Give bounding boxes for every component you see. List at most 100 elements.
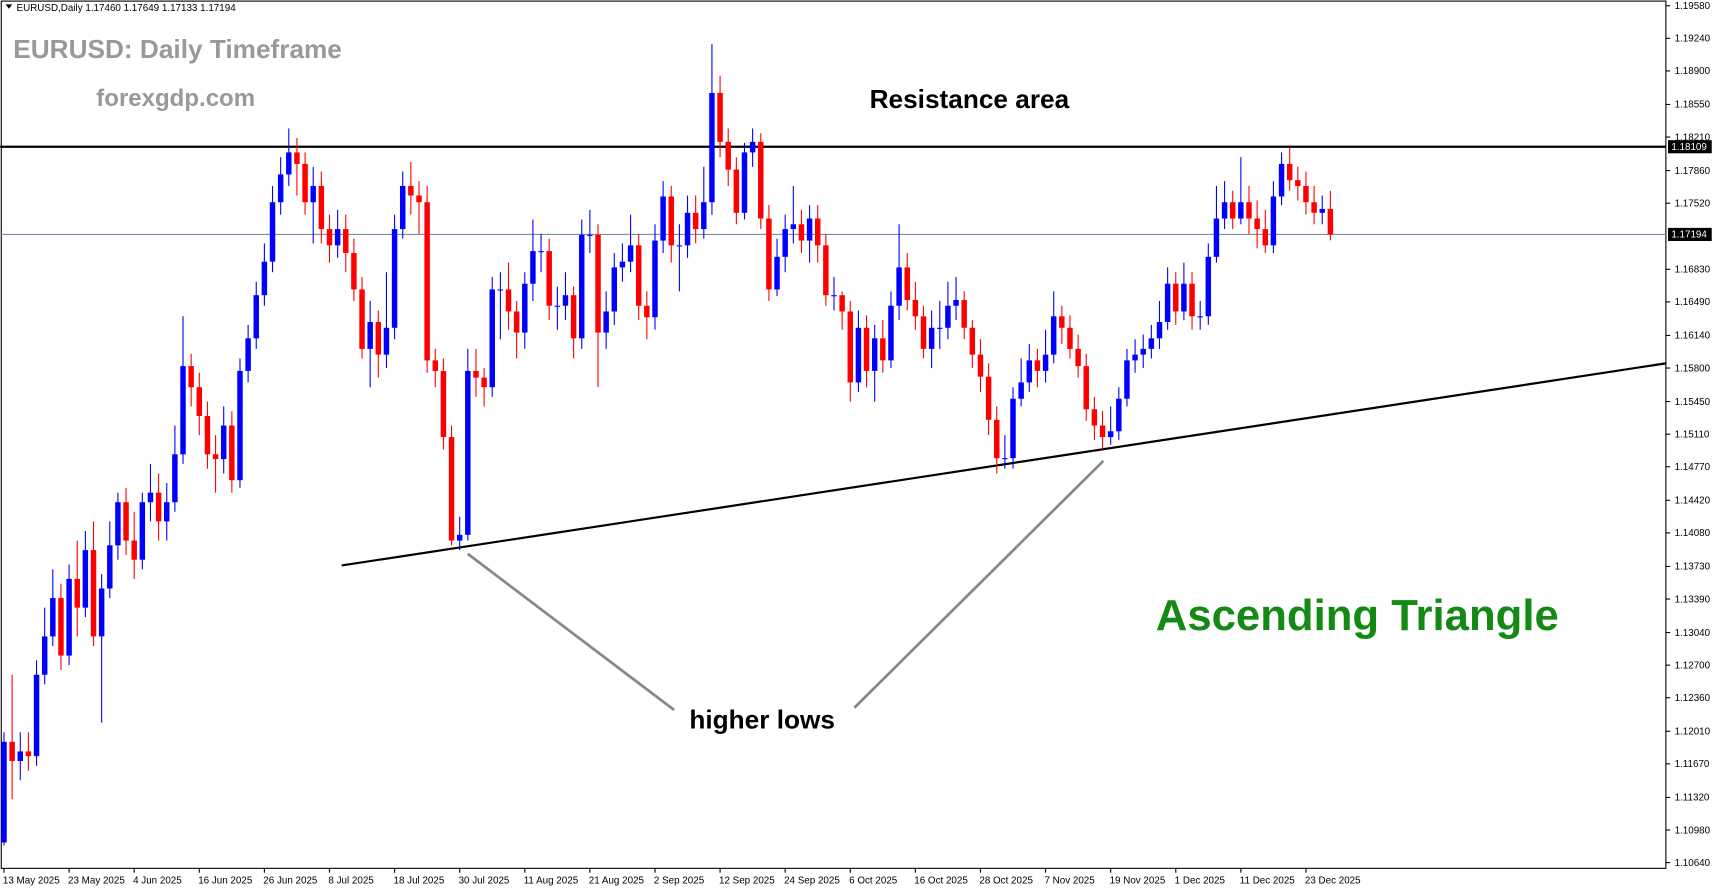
- candle-body: [1042, 354, 1049, 371]
- candle-body: [1213, 218, 1220, 257]
- y-tick-label: 1.18210: [1675, 132, 1711, 143]
- candle-body: [538, 251, 544, 253]
- y-tick-label: 1.17520: [1675, 198, 1711, 209]
- candle-body: [701, 202, 707, 230]
- candle-body: [155, 492, 162, 522]
- candle-body: [432, 360, 439, 371]
- candle-body: [1026, 360, 1033, 383]
- candle-body: [741, 152, 748, 213]
- x-tick-label: 30 Jul 2025: [459, 876, 510, 887]
- candle-body: [343, 229, 349, 254]
- y-tick-label: 1.16830: [1675, 265, 1711, 276]
- candle-body: [139, 502, 146, 560]
- candle-body: [50, 598, 56, 637]
- candle-body: [318, 185, 325, 230]
- candle-body: [399, 185, 406, 230]
- x-tick-label: 7 Nov 2025: [1044, 876, 1095, 887]
- candle-body: [1319, 208, 1325, 213]
- candle-body: [758, 141, 764, 219]
- candle-body: [164, 502, 170, 522]
- candle-body: [1221, 202, 1228, 219]
- candle-body: [1140, 348, 1146, 355]
- candle-body: [969, 327, 976, 355]
- y-tick-label: 1.11320: [1675, 793, 1710, 804]
- x-tick-label: 11 Aug 2025: [524, 876, 579, 887]
- candle-body: [546, 251, 552, 306]
- candle-body: [147, 492, 154, 503]
- y-tick-label: 1.18550: [1675, 100, 1711, 111]
- candle-body: [58, 598, 64, 656]
- y-tick-label: 1.14420: [1675, 496, 1711, 507]
- candle-body: [424, 202, 430, 361]
- candle-body: [749, 141, 756, 153]
- candle-body: [855, 327, 862, 383]
- candle-body: [806, 218, 813, 241]
- candle-body: [782, 229, 788, 257]
- candle-body: [709, 92, 715, 203]
- annotation: Resistance area: [870, 84, 1070, 114]
- candle-body: [725, 141, 731, 170]
- y-tick-label: 1.11670: [1675, 759, 1710, 770]
- candle-body: [928, 327, 935, 349]
- candle-body: [408, 185, 414, 196]
- candle-body: [871, 338, 878, 371]
- candle-body: [245, 338, 251, 371]
- candle-body: [1262, 229, 1269, 246]
- candle-body: [82, 550, 89, 608]
- candle-body: [1164, 283, 1171, 323]
- candle-body: [1099, 425, 1106, 438]
- candle-body: [652, 240, 658, 318]
- candle-body: [798, 224, 805, 241]
- candle-body: [9, 741, 15, 761]
- candle-body: [253, 295, 259, 339]
- info-arrow: [5, 4, 13, 9]
- candle-body: [212, 454, 219, 460]
- candle-body: [1067, 327, 1073, 349]
- candle-body: [1254, 218, 1260, 230]
- y-tick-label: 1.18900: [1675, 66, 1711, 77]
- candle-body: [286, 152, 292, 175]
- candle-body: [383, 327, 390, 355]
- candle-body: [880, 338, 886, 361]
- y-tick-label: 1.13390: [1675, 594, 1711, 605]
- x-tick-label: 6 Oct 2025: [849, 876, 898, 887]
- y-tick-label: 1.15110: [1675, 429, 1710, 440]
- candle-body: [25, 751, 32, 757]
- candle-body: [465, 370, 471, 535]
- y-tick-label: 1.14080: [1675, 528, 1711, 539]
- candle-body: [994, 419, 1000, 459]
- trendline: [341, 362, 1667, 567]
- candle-body: [823, 245, 829, 296]
- candle-body: [627, 245, 634, 262]
- candle-body: [937, 327, 943, 329]
- candle-body: [985, 376, 992, 420]
- y-tick-label: 1.14770: [1675, 462, 1711, 473]
- candle-body: [326, 229, 333, 246]
- candle-body: [489, 289, 495, 388]
- candle-body: [196, 387, 203, 416]
- candle-body: [172, 454, 178, 503]
- candle-body: [660, 196, 666, 241]
- candle-body: [180, 366, 186, 455]
- candle-body: [375, 322, 382, 355]
- candle-body: [1132, 354, 1138, 361]
- y-tick-label: 1.16490: [1675, 297, 1711, 308]
- candle-body: [644, 305, 650, 318]
- candle-body: [570, 295, 577, 339]
- x-tick-label: 24 Sep 2025: [784, 876, 840, 887]
- candle-body: [1229, 202, 1236, 219]
- candle-body: [717, 92, 723, 142]
- candle-body: [790, 224, 797, 230]
- candle-body: [513, 311, 520, 333]
- candle-body: [302, 163, 308, 203]
- candle-body: [953, 299, 959, 306]
- x-tick-label: 16 Oct 2025: [914, 876, 968, 887]
- candle-body: [123, 502, 129, 541]
- candle-body: [261, 261, 268, 296]
- chart-subtitle: forexgdp.com: [96, 85, 255, 112]
- candle-body: [1107, 431, 1114, 438]
- candle-body: [107, 545, 113, 589]
- candle-body: [367, 322, 373, 349]
